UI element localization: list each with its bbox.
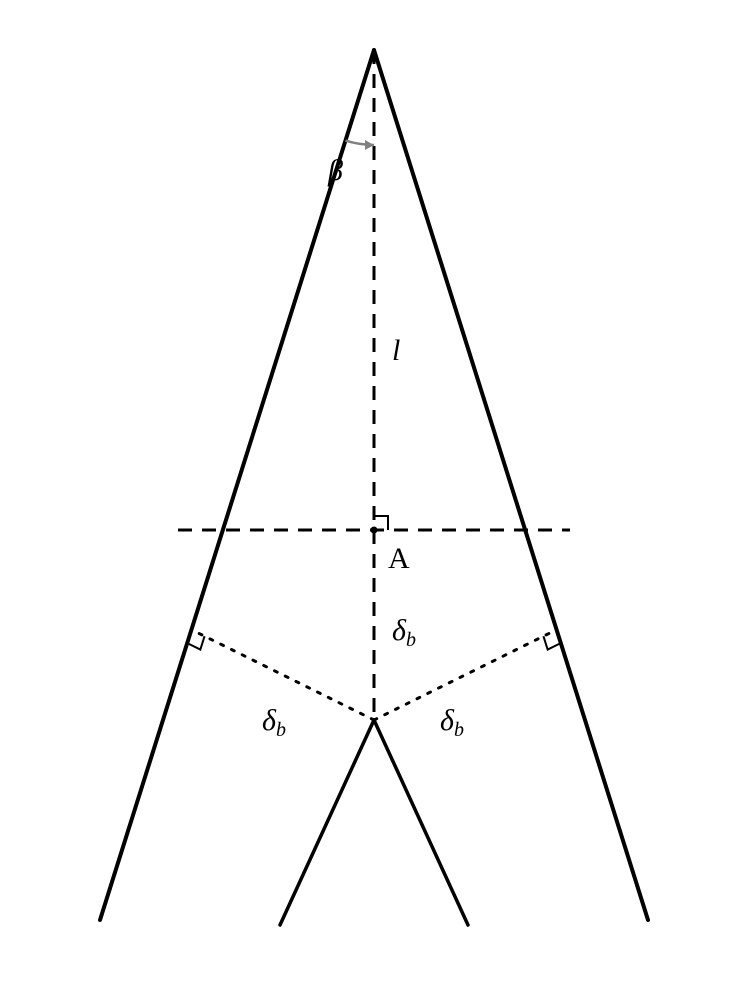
label-A: A [388, 542, 410, 575]
label-delta-right: δb [440, 704, 464, 741]
label-delta-mid: δb [392, 614, 416, 651]
label-l: l [392, 334, 400, 367]
geometry-diagram: β l Aδb δb δb [0, 0, 748, 1000]
label-delta-left: δb [262, 704, 286, 741]
label-beta: β [327, 154, 343, 187]
